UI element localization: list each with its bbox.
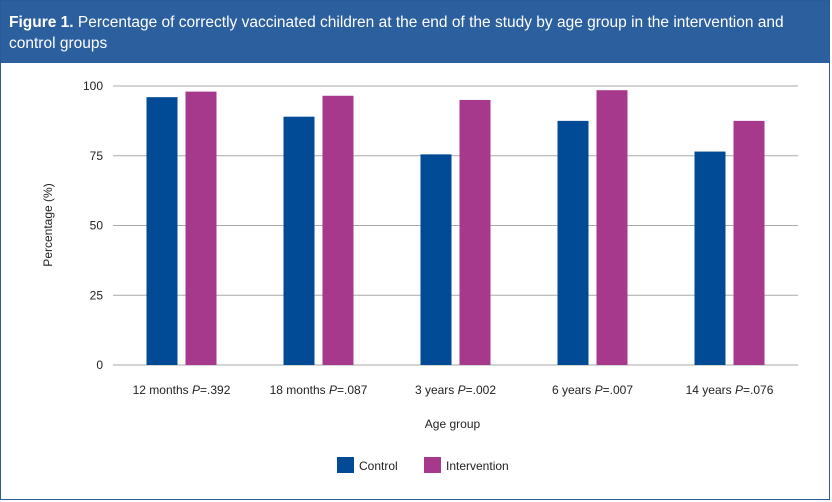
legend-label: Intervention <box>446 459 509 473</box>
bar-intervention <box>596 90 628 365</box>
y-tick-label: 50 <box>90 219 104 233</box>
y-tick-label: 100 <box>83 79 103 93</box>
figure-header: Figure 1. Percentage of correctly vaccin… <box>1 1 829 63</box>
x-tick-label: 3 years P=.002 <box>415 383 496 397</box>
x-tick-label: 18 months P=.087 <box>270 383 368 397</box>
bar-control <box>420 154 452 365</box>
y-tick-label: 75 <box>90 149 104 163</box>
figure-title: Percentage of correctly vaccinated child… <box>9 14 784 52</box>
bar-intervention <box>185 91 217 365</box>
bar-control <box>557 120 589 365</box>
x-tick-label: 14 years P=.076 <box>686 383 774 397</box>
legend-swatch-control <box>337 457 354 473</box>
y-axis-label: Percentage (%) <box>41 183 55 266</box>
legend-label: Control <box>359 459 398 473</box>
x-tick-label: 12 months P=.392 <box>133 383 231 397</box>
bar-intervention <box>322 95 354 365</box>
legend-swatch-intervention <box>424 457 441 473</box>
figure-label: Figure 1. <box>9 14 74 31</box>
x-tick-label: 6 years P=.007 <box>552 383 633 397</box>
bar-control <box>146 97 178 365</box>
bar-intervention <box>733 120 765 365</box>
bar-intervention <box>459 99 491 365</box>
bar-control <box>283 116 315 365</box>
y-tick-label: 25 <box>90 288 104 302</box>
x-axis-label: Age group <box>425 417 481 431</box>
bar-control <box>694 151 726 365</box>
y-tick-label: 0 <box>96 358 103 372</box>
